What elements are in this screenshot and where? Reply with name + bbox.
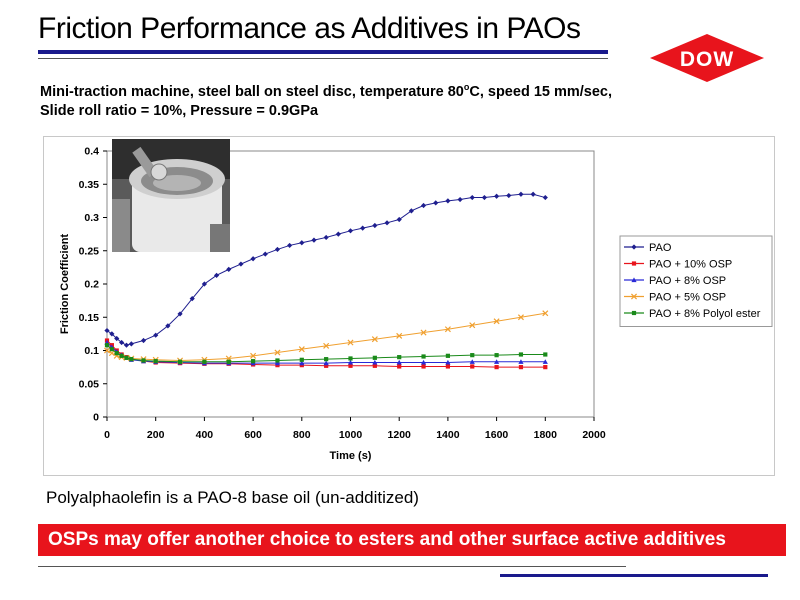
degree-superscript: o — [463, 82, 470, 92]
conditions-text-a: Mini-traction machine, steel ball on ste… — [40, 83, 464, 100]
test-conditions: Mini-traction machine, steel ball on ste… — [40, 78, 612, 121]
conclusion-banner: OSPs may offer another choice to esters … — [38, 524, 786, 556]
dow-logo-diamond — [650, 34, 764, 82]
title-underline-black — [38, 58, 608, 59]
base-oil-note: Polyalphaolefin is a PAO-8 base oil (un-… — [46, 488, 419, 507]
footer-rule-blue — [500, 574, 768, 577]
conditions-text-b: C, speed 15 mm/sec, — [469, 83, 613, 100]
title-underline-blue — [38, 50, 608, 54]
dow-logo-text: DOW — [680, 48, 734, 71]
dow-logo: DOW — [650, 34, 764, 82]
footer-rule-black — [38, 566, 626, 567]
test-conditions-line-1: Mini-traction machine, steel ball on ste… — [40, 78, 612, 102]
test-conditions-line-2: Slide roll ratio = 10%, Pressure = 0.9GP… — [40, 102, 319, 119]
conclusion-text: OSPs may offer another choice to esters … — [48, 529, 726, 550]
test-apparatus-photo — [112, 139, 230, 252]
slide-title: Friction Performance as Additives in PAO… — [38, 12, 581, 45]
